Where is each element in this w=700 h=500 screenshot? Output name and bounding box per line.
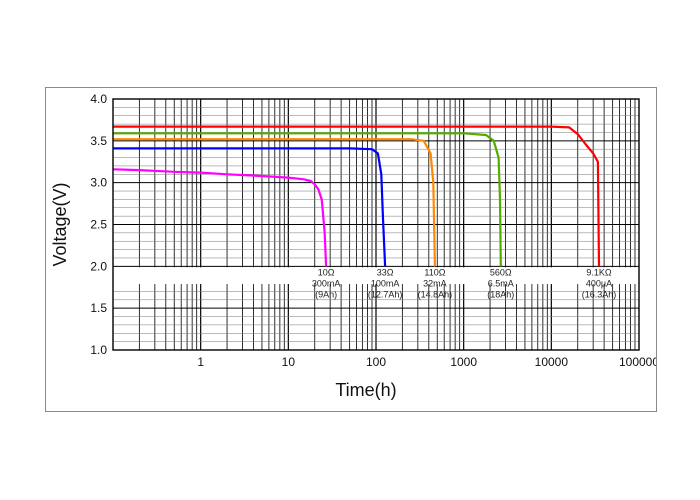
y-tick-label: 2.5 [90,218,107,232]
series-line-3 [113,138,436,267]
annotation-line: 32mA [423,278,447,288]
series-line-5 [113,125,601,267]
x-tick-label: 1000 [450,355,477,369]
annotation-line: 6.5mA [488,278,514,288]
series-lines [112,125,601,267]
x-tick-label: 100000 [619,355,656,369]
annotation-line: (12.7Ah) [368,289,403,299]
y-tick-label: 2.0 [90,259,107,273]
annotation-line: (18Ah) [487,289,514,299]
chart-frame: 1.0 1.5 2.0 2.5 3.0 3.5 4.0 1 10 100 1000 10000 1000… [45,87,657,412]
plot-area-border [112,98,640,351]
series-line-4 [113,132,502,267]
annotation-line: 400μA [586,278,612,288]
annotation-line: 110Ω [424,267,445,277]
y-tick-label: 1.0 [90,343,107,357]
y-tick-label: 3.5 [90,134,107,148]
annotation-line: (9Ah) [315,289,337,299]
series-line-1 [112,168,328,267]
series-line-2 [113,147,387,267]
y-axis-title: Voltage(V) [50,182,70,266]
y-tick-label: 4.0 [90,92,107,106]
annotation-line: (14.8Ah) [418,289,453,299]
x-tick-label: 10 [282,355,296,369]
annotation-line: 33Ω [377,267,394,277]
annotation-line: 560Ω [490,267,512,277]
x-tick-label: 100 [366,355,386,369]
annotation-band-bg [114,267,638,285]
annotation-line: 9.1KΩ [586,267,612,277]
x-tick-label: 10000 [535,355,569,369]
annotation-band [114,267,638,285]
tick-labels: 1.0 1.5 2.0 2.5 3.0 3.5 4.0 1 10 100 1000 10000 1000… [90,92,656,369]
grid [113,99,639,350]
x-axis-title: Time(h) [335,380,396,400]
plot-border [112,98,640,351]
x-tick-label: 1 [197,355,204,369]
annotation-line: (16.3Ah) [582,289,617,299]
y-tick-label: 3.0 [90,176,107,190]
annotation-line: 300mA [312,278,341,288]
voltage-time-chart: 1.0 1.5 2.0 2.5 3.0 3.5 4.0 1 10 100 1000 10000 1000… [50,92,656,400]
annotation-line: 100mA [371,278,400,288]
y-tick-label: 1.5 [90,301,107,315]
annotation-line: 10Ω [318,267,335,277]
